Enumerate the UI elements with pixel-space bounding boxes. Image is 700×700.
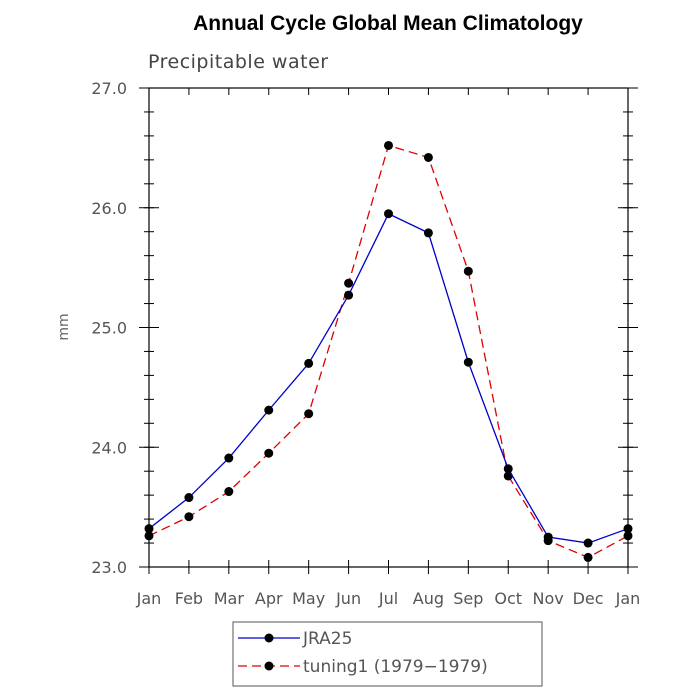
data-point-tuning1-1979-1979	[463, 266, 473, 276]
data-point-jra25	[463, 357, 473, 367]
x-tick-label: Mar	[214, 589, 245, 608]
y-axis-label: mm	[56, 313, 72, 340]
y-tick-label: 26.0	[91, 199, 127, 218]
x-tick-label: Jul	[378, 589, 398, 608]
data-point-jra25	[583, 538, 593, 548]
tick-labels: Jan Feb Mar Apr May Jun Jul Aug Sep Oct Nov Dec Jan 2…	[91, 79, 640, 608]
plot-frame	[148, 87, 629, 568]
legend-marker-jra25	[264, 633, 274, 643]
x-tick-label: Aug	[413, 589, 444, 608]
data-point-tuning1-1979-1979	[344, 278, 354, 288]
axis-ticks	[139, 87, 638, 574]
data-point-tuning1-1979-1979	[583, 552, 593, 562]
data-point-jra25	[423, 228, 433, 238]
legend-label-jra25: JRA25	[302, 629, 352, 649]
data-point-tuning1-1979-1979	[304, 409, 314, 419]
data-point-tuning1-1979-1979	[384, 140, 393, 150]
data-point-jra25	[344, 290, 354, 300]
x-tick-label: Jan	[615, 589, 641, 608]
data-point-jra25	[184, 493, 194, 503]
legend-box	[232, 621, 543, 687]
chart-title: Annual Cycle Global Mean Climatology	[193, 12, 583, 35]
legend: JRA25 tuning1 (1979−1979)	[232, 621, 543, 687]
series-line-jra25	[148, 212, 629, 544]
data-point-jra25	[543, 532, 553, 542]
legend-label-tuning1-1979-1979: tuning1 (1979−1979)	[303, 657, 488, 677]
y-tick-label: 25.0	[91, 319, 127, 338]
x-tick-label: Dec	[573, 589, 604, 608]
data-point-jra25	[503, 464, 513, 474]
x-tick-label: Jun	[335, 589, 361, 608]
series-layer	[144, 140, 633, 562]
x-tick-label: Apr	[255, 589, 283, 608]
x-tick-label: Nov	[533, 589, 564, 608]
x-tick-label: Jan	[136, 589, 162, 608]
x-tick-label: Feb	[175, 589, 203, 608]
legend-marker-tuning1-1979-1979	[264, 661, 274, 671]
data-point-jra25	[224, 453, 234, 463]
data-point-tuning1-1979-1979	[423, 152, 433, 162]
data-point-tuning1-1979-1979	[224, 487, 234, 497]
x-tick-label: Oct	[494, 589, 522, 608]
chart-subtitle: Precipitable water	[148, 51, 329, 73]
data-point-jra25	[304, 358, 314, 368]
data-point-jra25	[264, 405, 274, 415]
y-tick-label: 24.0	[91, 438, 127, 457]
data-point-tuning1-1979-1979	[184, 512, 194, 522]
series-line-tuning1-1979-1979	[148, 144, 629, 559]
x-tick-label: Sep	[453, 589, 483, 608]
y-tick-label: 23.0	[91, 558, 127, 577]
data-point-jra25	[384, 209, 393, 219]
data-point-tuning1-1979-1979	[264, 448, 274, 458]
x-tick-label: May	[292, 589, 325, 608]
y-tick-label: 27.0	[91, 79, 127, 98]
